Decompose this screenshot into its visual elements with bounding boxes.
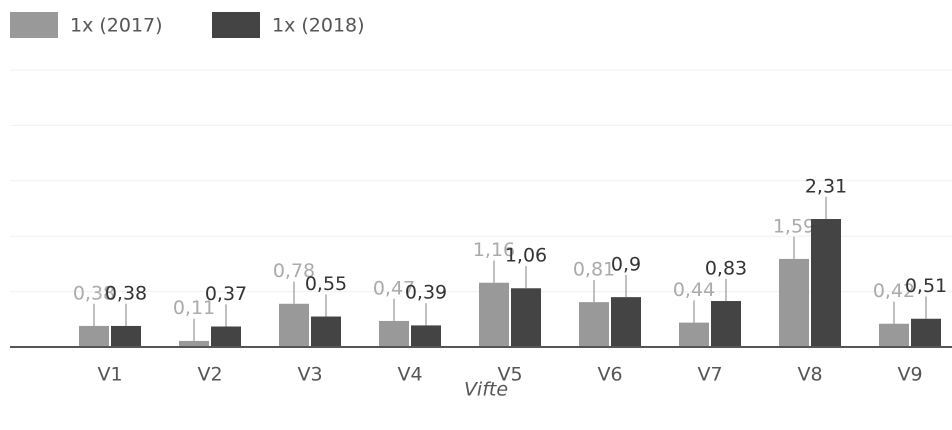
bar (479, 282, 509, 347)
x-tick-label: V2 (197, 364, 222, 386)
legend-label: 1x (2018) (272, 15, 365, 37)
bar (879, 323, 909, 347)
bar (111, 325, 141, 347)
bar (179, 340, 209, 347)
x-axis-title: Vifte (464, 379, 508, 401)
value-label: 2,31 (805, 175, 847, 197)
value-label: 1,59 (773, 215, 815, 237)
value-label: 0,11 (173, 297, 215, 319)
legend-swatch (212, 12, 260, 38)
value-label: 1,06 (505, 245, 547, 267)
legend-label: 1x (2017) (70, 15, 163, 37)
value-label: 0,37 (205, 283, 247, 305)
value-label: 0,81 (573, 258, 615, 280)
x-tick-label: V8 (797, 364, 822, 386)
value-label: 0,47 (373, 277, 415, 299)
value-label: 0,51 (905, 275, 947, 297)
bar (79, 325, 109, 347)
x-tick-label: V7 (697, 364, 722, 386)
value-label: 0,55 (305, 273, 347, 295)
value-label: 0,83 (705, 257, 747, 279)
value-label: 0,44 (673, 279, 715, 301)
value-label: 0,38 (73, 282, 115, 304)
bar (311, 316, 341, 347)
bar (379, 320, 409, 347)
x-tick-label: V5 (497, 364, 522, 386)
x-tick-label: V3 (297, 364, 322, 386)
bar (611, 297, 641, 347)
bar (411, 325, 441, 347)
value-label: 0,38 (105, 282, 147, 304)
value-label: 0,42 (873, 280, 915, 302)
x-tick-label: V4 (397, 364, 422, 386)
x-tick-label: V6 (597, 364, 622, 386)
value-label: 1,16 (473, 239, 515, 261)
value-label: 0,78 (273, 260, 315, 282)
bar (779, 258, 809, 347)
bar (211, 326, 241, 347)
legend-swatch (10, 12, 58, 38)
bar (711, 301, 741, 347)
value-label: 0,39 (405, 282, 447, 304)
bar (511, 288, 541, 347)
bar (811, 219, 841, 347)
x-tick-label: V1 (97, 364, 122, 386)
bar (279, 303, 309, 347)
value-label: 0,9 (611, 253, 641, 275)
bar (679, 322, 709, 347)
x-tick-label: V9 (897, 364, 922, 386)
bar (911, 318, 941, 347)
bar (579, 302, 609, 347)
